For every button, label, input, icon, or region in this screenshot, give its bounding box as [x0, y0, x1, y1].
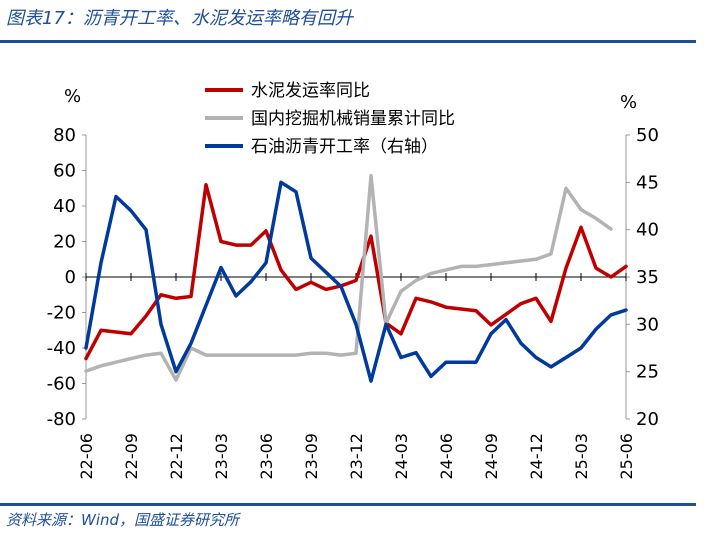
x-tick-label: 25-03 — [572, 433, 591, 480]
right-tick-label: 45 — [636, 172, 659, 193]
x-tick-label: 24-09 — [482, 433, 501, 480]
left-tick-label: -40 — [47, 338, 76, 359]
left-tick-label: -80 — [47, 409, 76, 430]
bottom-rule — [0, 503, 696, 506]
series-line-3 — [84, 180, 628, 383]
right-tick-label: 20 — [636, 409, 659, 430]
x-tick-label: 23-03 — [212, 433, 231, 480]
right-tick-label: 30 — [636, 314, 659, 335]
x-tick-label: 22-12 — [167, 433, 186, 480]
x-tick-label: 23-06 — [257, 433, 276, 480]
left-axis-unit: % — [64, 86, 81, 107]
right-tick-label: 40 — [636, 220, 659, 241]
legend-label-3: 石油沥青开工率（右轴） — [251, 137, 438, 157]
left-tick-label: -60 — [47, 374, 76, 395]
source-note: 资料来源：Wind，国盛证券研究所 — [6, 511, 240, 529]
right-tick-label: 35 — [636, 267, 659, 288]
series-line-1 — [84, 182, 628, 361]
left-tick-label: 80 — [53, 125, 76, 146]
right-tick-label: 25 — [636, 362, 659, 383]
x-tick-label: 25-06 — [617, 433, 636, 480]
x-tick-label: 23-09 — [302, 433, 321, 480]
left-tick-label: 40 — [53, 196, 76, 217]
left-tick-label: 60 — [53, 161, 76, 182]
tick-labels: 80 60 40 20 0 -20 -40 -60 -80 50 45 40 35 30 25 20 22-06… — [47, 125, 659, 480]
right-tick-label: 50 — [636, 125, 659, 146]
left-tick-label: -20 — [47, 303, 76, 324]
series-line-2 — [84, 174, 613, 382]
figure-title: 图表17：沥青开工率、水泥发运率略有回升 — [6, 8, 353, 29]
x-tick-label: 24-12 — [527, 433, 546, 480]
left-tick-label: 20 — [53, 232, 76, 253]
series-lines — [84, 174, 628, 383]
top-rule — [0, 40, 696, 43]
legend-label-1: 水泥发运率同比 — [251, 81, 370, 101]
x-tick-label: 24-03 — [392, 433, 411, 480]
x-tick-label: 22-06 — [77, 433, 96, 480]
x-tick-label: 24-06 — [437, 433, 456, 480]
left-tick-label: 0 — [65, 267, 76, 288]
legend-label-2: 国内挖掘机械销量累计同比 — [251, 109, 455, 129]
x-tick-label: 23-12 — [347, 433, 366, 480]
right-axis-unit: % — [620, 92, 637, 113]
x-tick-label: 22-09 — [122, 433, 141, 480]
